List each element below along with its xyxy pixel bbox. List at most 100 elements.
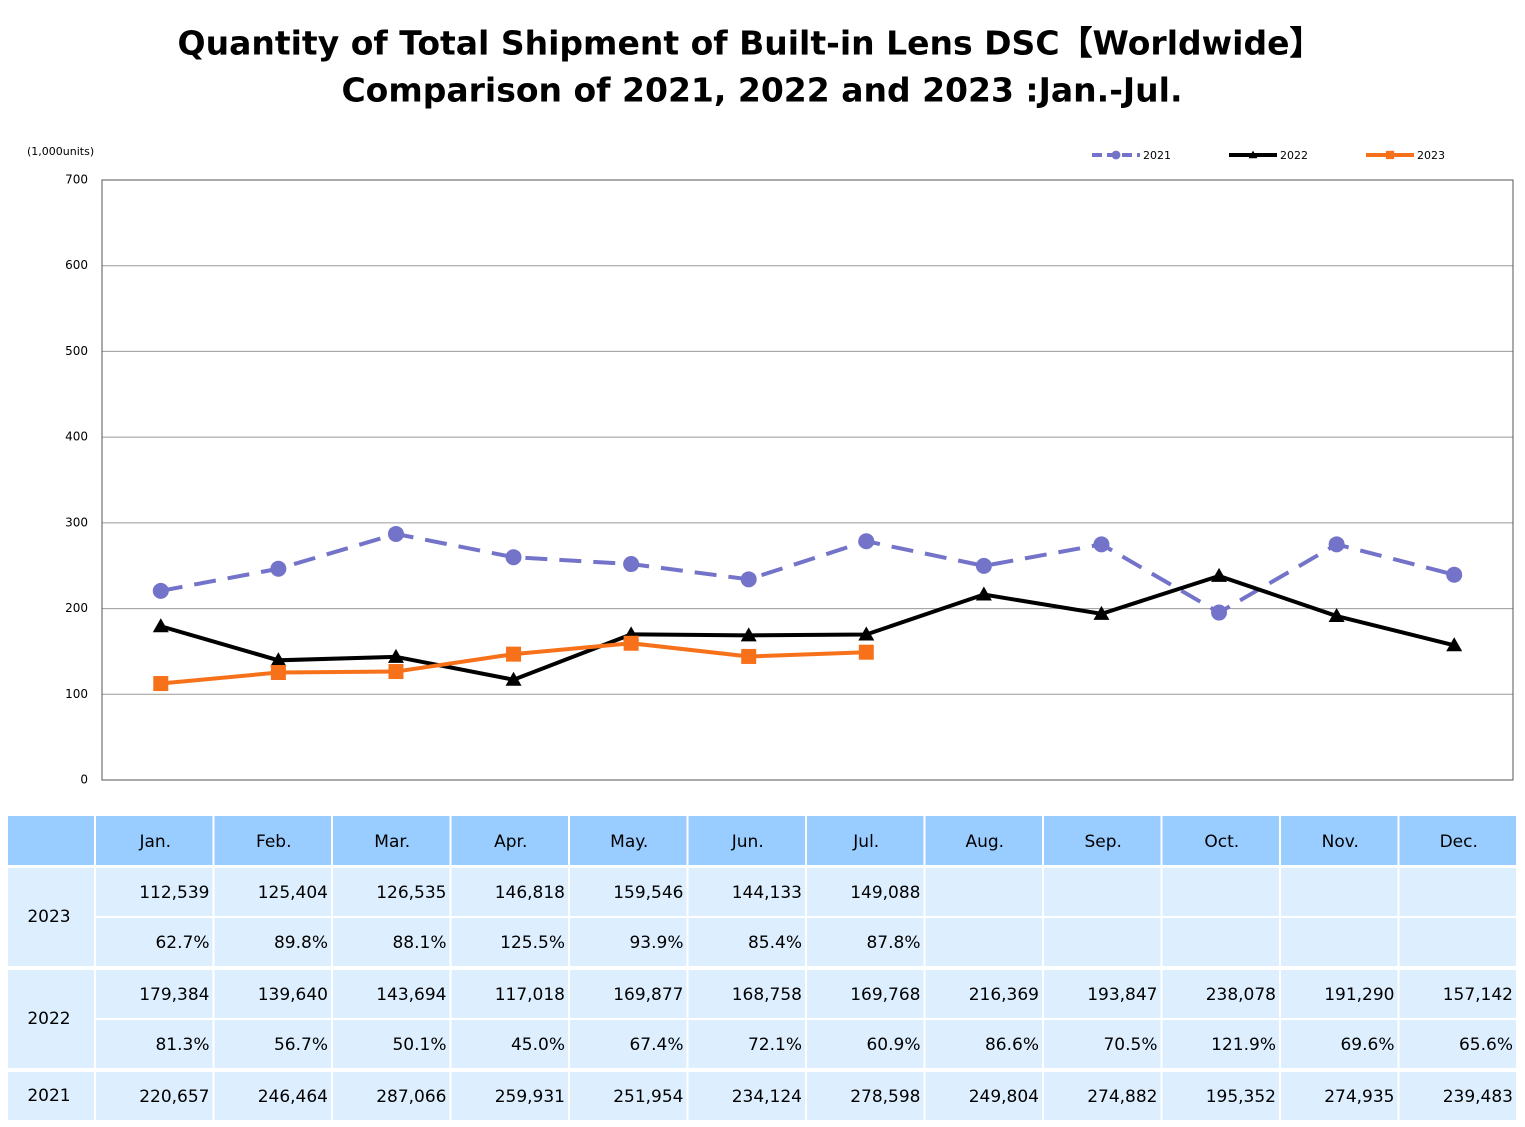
- table-cell-text: 149,088: [850, 883, 920, 903]
- table-cell: [807, 1072, 924, 1120]
- marker: [975, 586, 992, 601]
- table-cell: [1044, 1072, 1161, 1120]
- table-header-label: Feb.: [256, 832, 292, 852]
- marker: [858, 644, 874, 660]
- table-header-label: Jun.: [731, 832, 764, 852]
- marker: [270, 560, 287, 577]
- table-cell: [1162, 918, 1279, 966]
- table-cell: [807, 918, 924, 966]
- table-cell-text: 112,539: [139, 883, 209, 903]
- marker: [270, 665, 286, 681]
- table-cell-text: 121.9%: [1211, 1035, 1276, 1055]
- y-tick-label: 400: [65, 430, 88, 444]
- marker: [1328, 608, 1345, 623]
- marker: [152, 582, 169, 599]
- table-cell: [96, 970, 213, 1018]
- table-cell-text: 251,954: [613, 1087, 683, 1107]
- table-cell: [214, 918, 331, 966]
- table-cell: [807, 868, 924, 916]
- table-header-cell: [451, 816, 568, 865]
- table-cell: [1162, 1072, 1279, 1120]
- table-cell-text: 67.4%: [629, 1035, 683, 1055]
- table-cell: [1399, 868, 1516, 916]
- plot-border: [101, 179, 1514, 781]
- table-header-cell: [688, 816, 805, 865]
- y-tick-label: 100: [65, 687, 88, 701]
- table-header-cell: [1399, 816, 1516, 865]
- table-cell: [333, 918, 450, 966]
- y-unit: (1,000units): [27, 145, 94, 158]
- table-cell-text: 159,546: [613, 883, 683, 903]
- marker: [152, 618, 169, 633]
- table-cell-text: 157,142: [1443, 985, 1513, 1005]
- table-cell: [214, 868, 331, 916]
- table-header-label: Sep.: [1085, 832, 1122, 852]
- table-cell: [1162, 970, 1279, 1018]
- marker: [740, 627, 757, 642]
- table-header-label: May.: [610, 832, 648, 852]
- table-cell-text: 125.5%: [500, 933, 565, 953]
- table-header-cell: [1162, 816, 1279, 865]
- table-cell: [333, 868, 450, 916]
- legend-marker: [1385, 150, 1395, 160]
- table-cell: [688, 1020, 805, 1068]
- table-cell: [570, 918, 687, 966]
- table-header-cell: [1044, 816, 1161, 865]
- table-header-cell: [214, 816, 331, 865]
- table-cell: [451, 970, 568, 1018]
- table-cell: [1044, 970, 1161, 1018]
- table-cell-text: 239,483: [1443, 1087, 1513, 1107]
- table-cell: [925, 970, 1042, 1018]
- table-cell: [1399, 970, 1516, 1018]
- table-row-label: 2023: [27, 907, 70, 927]
- marker: [1328, 536, 1345, 553]
- table-cell: [214, 1072, 331, 1120]
- table-cell: [688, 970, 805, 1018]
- table-cell: [1281, 970, 1398, 1018]
- table-cell-text: 89.8%: [274, 933, 328, 953]
- table-cell-text: 246,464: [258, 1087, 328, 1107]
- legend-label: 2023: [1417, 149, 1445, 162]
- marker: [387, 525, 404, 542]
- table-cell-text: 60.9%: [866, 1035, 920, 1055]
- marker: [1211, 604, 1228, 621]
- table-row-label: 2022: [27, 1009, 70, 1029]
- table-header-label: Jan.: [138, 832, 171, 852]
- marker: [1093, 536, 1110, 553]
- table-cell: [1044, 1020, 1161, 1068]
- table-cell: [925, 1072, 1042, 1120]
- series-line: [160, 531, 1455, 615]
- legend-label: 2022: [1280, 149, 1308, 162]
- table-cell-text: 179,384: [139, 985, 209, 1005]
- table-cell-text: 234,124: [732, 1087, 802, 1107]
- table-header-label: Aug.: [965, 832, 1004, 852]
- table-header-cell: [1281, 816, 1398, 865]
- table-cell: [807, 970, 924, 1018]
- table-header-cell: [925, 816, 1042, 865]
- y-tick-label: 700: [65, 173, 88, 187]
- marker: [270, 652, 287, 667]
- table-cell: [1399, 918, 1516, 966]
- table-header-label: Jul.: [852, 832, 879, 852]
- table-cell-text: 126,535: [376, 883, 446, 903]
- table-cell-text: 143,694: [376, 985, 446, 1005]
- table-cell: [1162, 1020, 1279, 1068]
- table-cell: [214, 1020, 331, 1068]
- table-cell: [570, 970, 687, 1018]
- marker: [1093, 605, 1110, 620]
- marker: [506, 646, 522, 662]
- table-cell-text: 45.0%: [511, 1035, 565, 1055]
- y-tick-label: 0: [80, 773, 88, 787]
- marker: [1446, 637, 1463, 652]
- marker: [623, 556, 640, 573]
- marker: [858, 533, 875, 550]
- table-cell: [1399, 1020, 1516, 1068]
- table-header-label: Mar.: [374, 832, 410, 852]
- table-cell-text: 216,369: [969, 985, 1039, 1005]
- table-cell-text: 249,804: [969, 1087, 1039, 1107]
- table-cell: [925, 868, 1042, 916]
- table-cell: [96, 918, 213, 966]
- table-cell: [96, 1072, 213, 1120]
- y-tick-label: 200: [65, 601, 88, 615]
- table-cell: [451, 868, 568, 916]
